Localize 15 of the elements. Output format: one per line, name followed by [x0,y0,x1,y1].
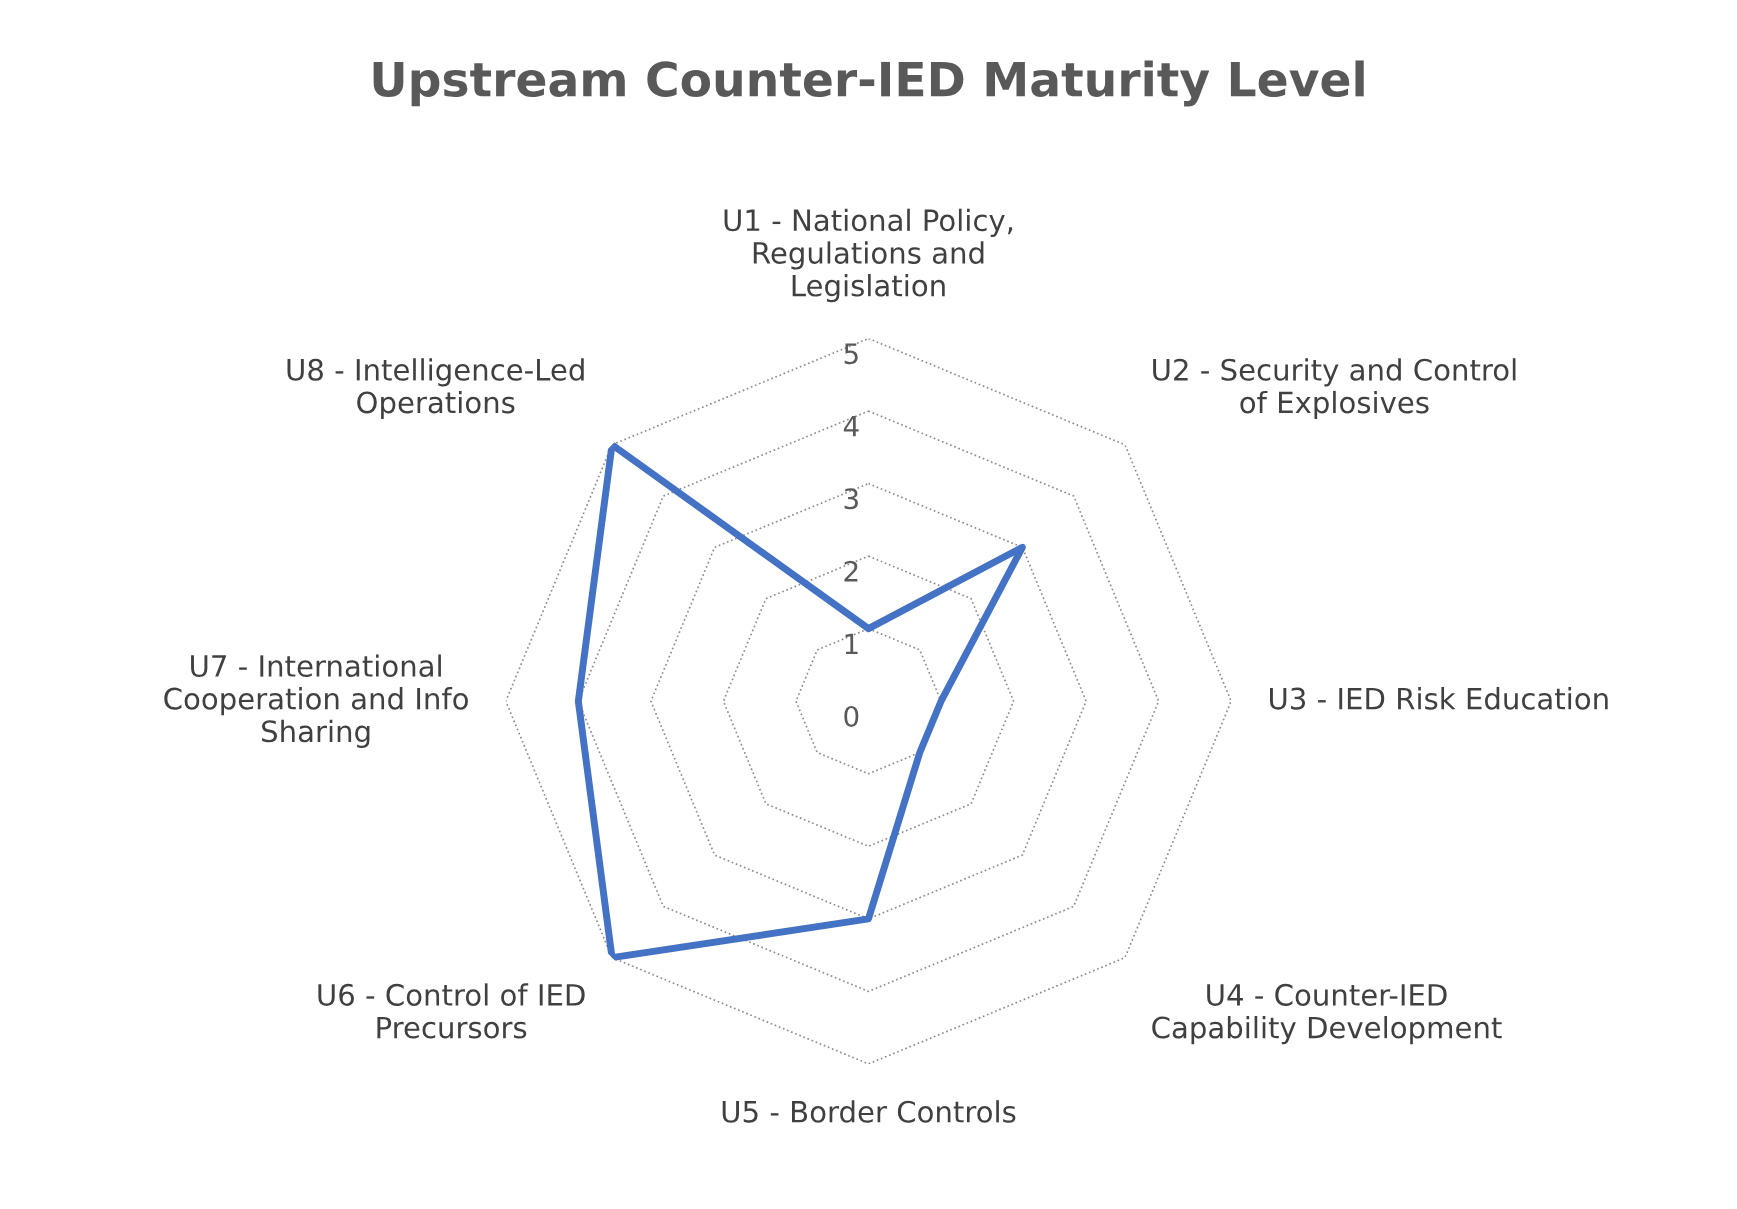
y-tick-label: 5 [844,343,858,365]
spoke-label: U2 - Security and Control of Explosives [1153,358,1516,420]
spoke-label: U3 - IED Risk Education [1270,687,1608,710]
spoke-label: U7 - International Cooperation and Info Sharing [164,654,468,748]
spoke-label: U1 - National Policy, Regulations and Legislation [724,208,1013,303]
spoke-label: U8 - Intelligence-Led Operations [287,358,584,420]
y-tick-label: 3 [844,488,858,510]
y-tick-label: 0 [844,705,859,727]
spoke-label: U5 - Border Controls [722,1100,1016,1123]
y-tick-label: 2 [844,560,858,582]
chart-title: Upstream Counter-IED Maturity Level [373,60,1364,107]
spoke-label: U6 - Control of IED Precursors [318,983,585,1039]
y-tick-label: 4 [843,416,859,437]
y-tick-label: 1 [845,633,858,654]
spoke-label: U4 - Counter-IED Capability Development [1152,983,1502,1045]
